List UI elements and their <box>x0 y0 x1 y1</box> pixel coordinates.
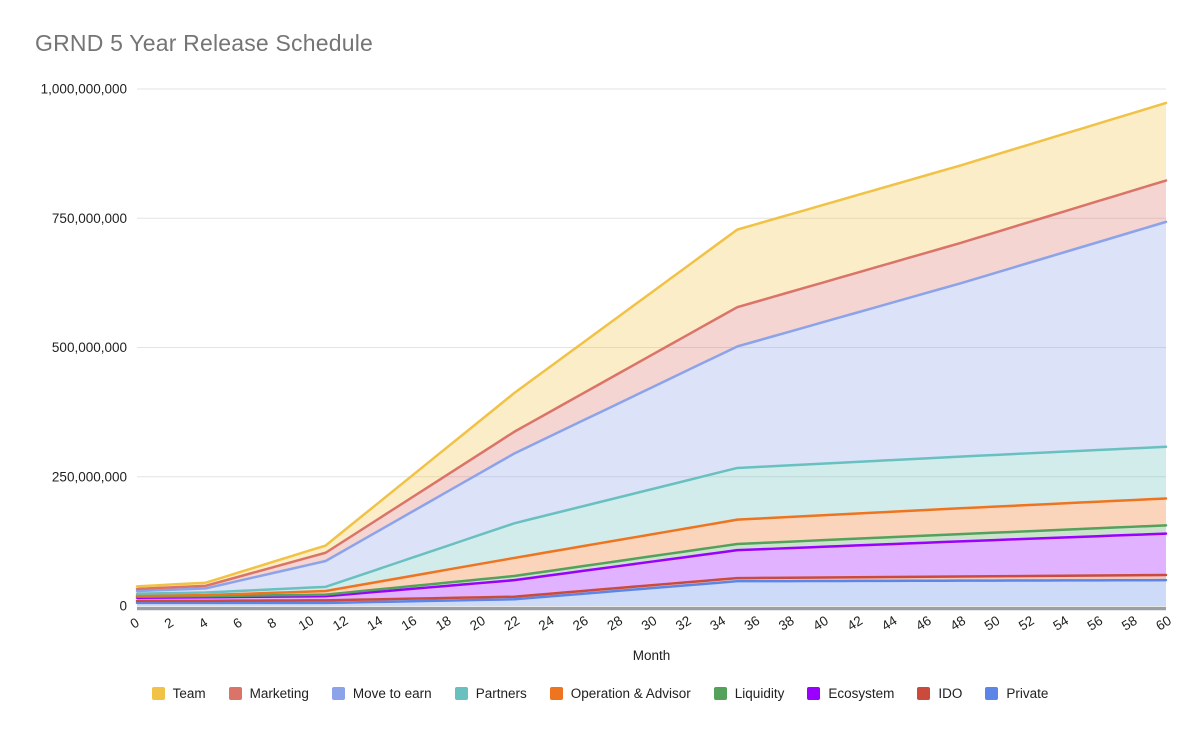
x-tick-label: 2 <box>162 615 176 632</box>
area-operation-advisor <box>137 498 1166 597</box>
x-axis-title: Month <box>632 648 671 663</box>
y-tick-label: 250,000,000 <box>52 469 127 484</box>
area-team <box>137 102 1166 589</box>
x-tick-label: 16 <box>399 613 420 634</box>
x-tick-label: 12 <box>330 613 351 634</box>
legend-swatch-move-to-earn <box>331 687 345 700</box>
line-partners <box>135 445 1168 595</box>
legend-item-operation-advisor: Operation & Advisor <box>549 686 691 701</box>
area-move-to-earn <box>137 221 1166 594</box>
x-tick-label: 48 <box>947 613 968 634</box>
x-tick-label: 4 <box>196 615 211 632</box>
line-ecosystem <box>135 532 1168 599</box>
legend-swatch-ecosystem <box>807 687 821 700</box>
x-tick-label: 42 <box>845 613 866 634</box>
stacked-area-plot: 0 250,000,000 500,000,000 750,000,000 1,000,… <box>41 82 1174 634</box>
legend-swatch-team <box>151 687 165 700</box>
x-tick-label: 30 <box>639 613 660 634</box>
chart-title: GRND 5 Year Release Schedule <box>35 30 374 56</box>
x-tick-label: 20 <box>467 613 488 634</box>
y-tick-label: 1,000,000,000 <box>41 82 127 97</box>
area-private <box>137 580 1166 606</box>
legend-label: Marketing <box>249 686 309 701</box>
legend-label: Team <box>172 686 206 701</box>
area-ido <box>137 574 1166 603</box>
legend-item-team: Team <box>151 686 206 701</box>
line-team <box>135 101 1168 588</box>
x-tick-label: 56 <box>1085 613 1106 634</box>
legend-item-partners: Partners <box>454 686 527 701</box>
y-tick-label: 0 <box>119 599 127 614</box>
x-tick-label: 24 <box>536 613 557 634</box>
legend-swatch-operation-advisor <box>549 687 563 700</box>
line-liquidity <box>135 524 1168 598</box>
x-tick-label: 0 <box>127 615 141 632</box>
line-operation-advisor <box>135 497 1168 597</box>
legend-label: Ecosystem <box>828 686 895 701</box>
line-move-to-earn <box>135 220 1168 593</box>
x-tick-label: 36 <box>742 613 763 634</box>
area-partners <box>137 446 1166 596</box>
x-tick-label: 28 <box>604 613 625 634</box>
line-ido <box>135 573 1168 603</box>
x-tick-label: 46 <box>913 613 934 634</box>
x-tick-label: 44 <box>879 613 900 634</box>
legend-label: Liquidity <box>734 686 785 701</box>
x-tick-label: 10 <box>296 613 317 634</box>
y-tick-label: 500,000,000 <box>52 340 127 355</box>
legend-swatch-marketing <box>228 687 242 700</box>
area-ecosystem <box>137 533 1166 601</box>
legend-label: IDO <box>938 686 963 701</box>
x-tick-label: 50 <box>982 613 1003 634</box>
line-marketing <box>135 179 1168 591</box>
legend-label: Move to earn <box>352 686 432 701</box>
x-tick-label: 6 <box>230 615 244 632</box>
legend-item-move-to-earn: Move to earn <box>331 686 432 701</box>
x-tick-label: 58 <box>1119 613 1140 634</box>
legend-swatch-ido <box>917 687 931 700</box>
x-tick-label: 26 <box>570 613 591 634</box>
x-tick-label: 40 <box>810 613 831 634</box>
legend-item-ecosystem: Ecosystem <box>807 686 894 701</box>
x-tick-label: 8 <box>265 615 279 632</box>
x-tick-label: 22 <box>502 613 523 634</box>
x-tick-label: 34 <box>707 613 728 634</box>
x-tick-label: 38 <box>776 613 797 634</box>
legend-label: Partners <box>475 686 527 701</box>
legend: Team Marketing Move to earn Partners Operati… <box>0 686 1200 701</box>
x-tick-label: 60 <box>1153 613 1174 634</box>
x-tick-label: 52 <box>1016 613 1037 634</box>
x-tick-label: 18 <box>433 613 454 634</box>
legend-item-private: Private <box>985 686 1048 701</box>
line-private <box>135 578 1168 605</box>
legend-item-marketing: Marketing <box>228 686 309 701</box>
legend-item-liquidity: Liquidity <box>713 686 785 701</box>
x-tick-label: 32 <box>673 613 694 634</box>
legend-label: Private <box>1006 686 1049 701</box>
legend-item-ido: IDO <box>917 686 962 701</box>
legend-label: Operation & Advisor <box>570 686 691 701</box>
x-tick-label: 14 <box>364 613 385 634</box>
area-marketing <box>137 180 1166 592</box>
legend-swatch-liquidity <box>713 687 727 700</box>
legend-swatch-partners <box>454 687 468 700</box>
y-tick-label: 750,000,000 <box>52 211 127 226</box>
x-tick-label: 54 <box>1050 613 1071 634</box>
legend-swatch-private <box>985 687 999 700</box>
